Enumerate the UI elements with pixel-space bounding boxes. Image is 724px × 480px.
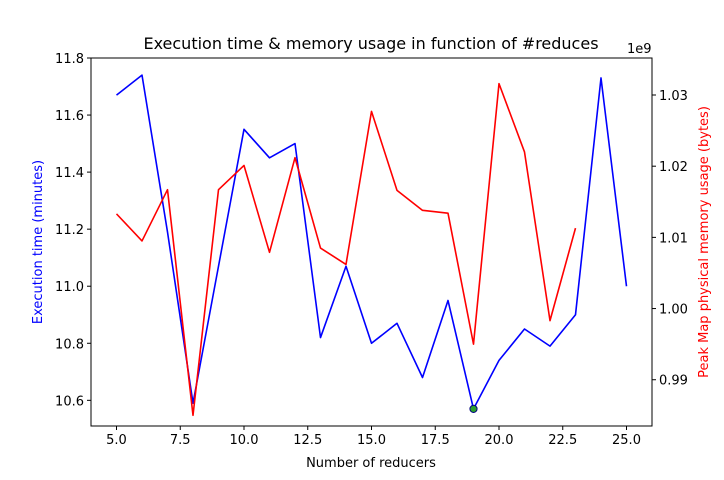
left-tick-label: 11.4: [55, 166, 84, 181]
left-tick-label: 11.6: [55, 109, 84, 124]
right-axis-ticks: 0.99 1.00 1.01 1.02 1.03: [652, 89, 688, 389]
right-tick-label: 0.99: [659, 374, 688, 389]
x-tick-label: 15.0: [357, 433, 386, 448]
x-tick-label: 25.0: [612, 433, 641, 448]
right-tick-label: 1.01: [659, 231, 688, 246]
series-layer: [115, 74, 628, 417]
right-axis-multiplier: 1e9: [627, 42, 652, 57]
execution-time-line: [116, 74, 628, 410]
x-tick-label: 17.5: [421, 433, 450, 448]
left-tick-label: 11.8: [55, 52, 84, 67]
x-axis-label: Number of reducers: [306, 456, 436, 471]
x-tick-label: 22.5: [548, 433, 577, 448]
right-tick-label: 1.02: [659, 160, 688, 175]
left-axis-ticks: 10.6 10.8 11.0 11.2 11.4 11.6 11.8: [55, 52, 91, 409]
highlight-layer: [469, 404, 478, 413]
x-tick-label: 10.0: [230, 433, 259, 448]
left-tick-label: 10.8: [55, 337, 84, 352]
left-tick-label: 11.2: [55, 223, 84, 238]
right-tick-label: 1.00: [659, 303, 688, 318]
right-tick-label: 1.03: [659, 89, 688, 104]
x-tick-label: 5.0: [106, 433, 127, 448]
memory-usage-line: [115, 82, 577, 417]
x-tick-label: 7.5: [170, 433, 191, 448]
chart-title: Execution time & memory usage in functio…: [143, 34, 598, 53]
x-tick-label: 12.5: [293, 433, 322, 448]
minimum-point-marker: [469, 404, 478, 413]
x-axis-ticks: 5.0 7.5 10.0 12.5 15.0 17.5 20.0 22.5 25.0: [106, 426, 641, 448]
left-tick-label: 10.6: [55, 394, 84, 409]
left-axis-label: Execution time (minutes): [31, 160, 46, 324]
x-tick-label: 20.0: [485, 433, 514, 448]
left-tick-label: 11.0: [55, 280, 84, 295]
right-axis-label: Peak Map physical memory usage (bytes): [697, 106, 712, 378]
plot-frame: [90, 57, 653, 427]
